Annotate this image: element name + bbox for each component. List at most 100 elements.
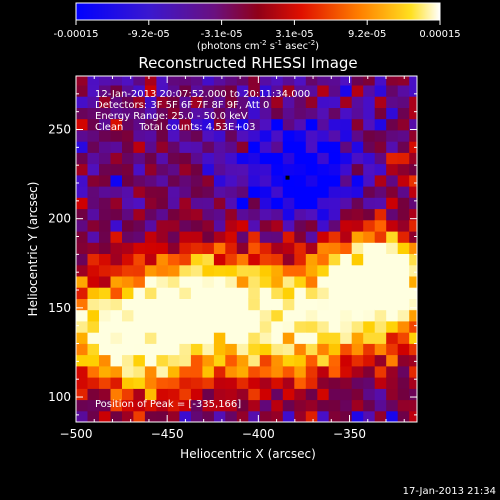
- heatmap-cell: [110, 208, 123, 221]
- heatmap-cell: [76, 186, 89, 198]
- y-tick-label: 250: [48, 123, 71, 137]
- heatmap-cell: [110, 253, 123, 266]
- heatmap-cell: [87, 197, 100, 210]
- heatmap-cell: [294, 84, 307, 97]
- heatmap-cell: [236, 253, 249, 266]
- heatmap-cell: [294, 253, 307, 266]
- heatmap-cell: [271, 264, 284, 277]
- heatmap-cell: [340, 343, 353, 356]
- heatmap-cell: [236, 388, 249, 401]
- heatmap-cell: [133, 219, 146, 232]
- heatmap-cell: [76, 309, 89, 322]
- heatmap-cell: [122, 309, 135, 322]
- heatmap-cell: [202, 343, 215, 356]
- heatmap-cell: [397, 141, 410, 153]
- heatmap-cell: [294, 163, 307, 176]
- heatmap-cell: [409, 129, 417, 142]
- heatmap-cell: [271, 107, 284, 120]
- heatmap-cell: [317, 253, 330, 266]
- heatmap-cell: [202, 242, 215, 254]
- heatmap-cell: [190, 264, 203, 277]
- heatmap-cell: [202, 107, 215, 120]
- colorbar-unit: (photons cm-2 s-1 asec-2): [197, 39, 319, 52]
- heatmap-cell: [122, 264, 135, 277]
- heatmap-cell: [351, 197, 364, 210]
- heatmap-cell: [179, 141, 192, 153]
- heatmap-cell: [87, 152, 100, 165]
- heatmap-cell: [328, 343, 341, 356]
- heatmap-cell: [374, 242, 387, 254]
- heatmap-cell: [133, 365, 146, 378]
- heatmap-cell: [144, 388, 157, 401]
- heatmap-cell: [236, 275, 249, 288]
- heatmap-cell: [271, 208, 284, 221]
- heatmap-cell: [397, 410, 410, 422]
- heatmap-cell: [122, 388, 135, 401]
- heatmap-cell: [317, 208, 330, 221]
- heatmap-cell: [236, 332, 249, 344]
- heatmap-cell: [259, 129, 272, 142]
- heatmap-cell: [282, 410, 295, 422]
- heatmap-cell: [190, 231, 203, 243]
- heatmap-cell: [317, 343, 330, 356]
- heatmap-cell: [179, 377, 192, 389]
- heatmap-cell: [363, 320, 376, 333]
- heatmap-cell: [144, 107, 157, 120]
- heatmap-cell: [133, 186, 146, 198]
- heatmap-cell: [110, 365, 123, 378]
- colorbar-tick-label: -3.1e-05: [201, 29, 243, 40]
- heatmap-cell: [340, 174, 353, 187]
- heatmap-cell: [167, 253, 180, 266]
- heatmap-cell: [374, 174, 387, 187]
- heatmap-cell: [351, 174, 364, 187]
- heatmap-cell: [363, 377, 376, 389]
- heatmap-cell: [271, 332, 284, 344]
- heatmap-cell: [225, 242, 238, 254]
- heatmap-cell: [374, 129, 387, 142]
- heatmap-cell: [340, 152, 353, 165]
- heatmap-cell: [340, 118, 353, 131]
- heatmap-cell: [202, 84, 215, 97]
- heatmap-cell: [133, 253, 146, 266]
- heatmap-cell: [294, 208, 307, 221]
- heatmap-cell: [351, 208, 364, 221]
- heatmap-cell: [122, 242, 135, 254]
- heatmap-cell: [374, 399, 387, 412]
- heatmap-cell: [110, 107, 123, 120]
- heatmap-cell: [213, 219, 226, 232]
- heatmap-cell: [351, 275, 364, 288]
- heatmap-cell: [340, 197, 353, 210]
- heatmap-cell: [133, 377, 146, 389]
- heatmap-cell: [99, 197, 112, 210]
- heatmap-cell: [87, 309, 100, 322]
- heatmap-cell: [190, 107, 203, 120]
- heatmap-cell: [259, 208, 272, 221]
- heatmap-cell: [248, 388, 261, 401]
- heatmap-cell: [374, 264, 387, 277]
- heatmap-cell: [156, 242, 169, 254]
- heatmap-cell: [259, 388, 272, 401]
- heatmap-cell: [167, 343, 180, 356]
- heatmap-cell: [167, 163, 180, 176]
- heatmap-cell: [110, 354, 123, 367]
- heatmap-cell: [144, 410, 157, 422]
- heatmap-cell: [236, 343, 249, 356]
- heatmap-cell: [374, 309, 387, 322]
- heatmap-cell: [294, 332, 307, 344]
- heatmap-cell: [282, 107, 295, 120]
- heatmap-cell: [167, 107, 180, 120]
- heatmap-cell: [397, 253, 410, 266]
- heatmap-cell: [317, 129, 330, 142]
- heatmap-cell: [167, 231, 180, 243]
- heatmap-cell: [409, 141, 417, 153]
- heatmap-cell: [202, 129, 215, 142]
- heatmap-cell: [99, 410, 112, 422]
- heatmap-cell: [87, 332, 100, 344]
- heatmap-cell: [190, 208, 203, 221]
- heatmap-cell: [190, 399, 203, 412]
- chart-title: Reconstructed RHESSI Image: [138, 54, 357, 72]
- heatmap-cell: [179, 186, 192, 198]
- heatmap-cell: [386, 253, 399, 266]
- heatmap-cell: [282, 118, 295, 131]
- heatmap-cell: [409, 219, 417, 232]
